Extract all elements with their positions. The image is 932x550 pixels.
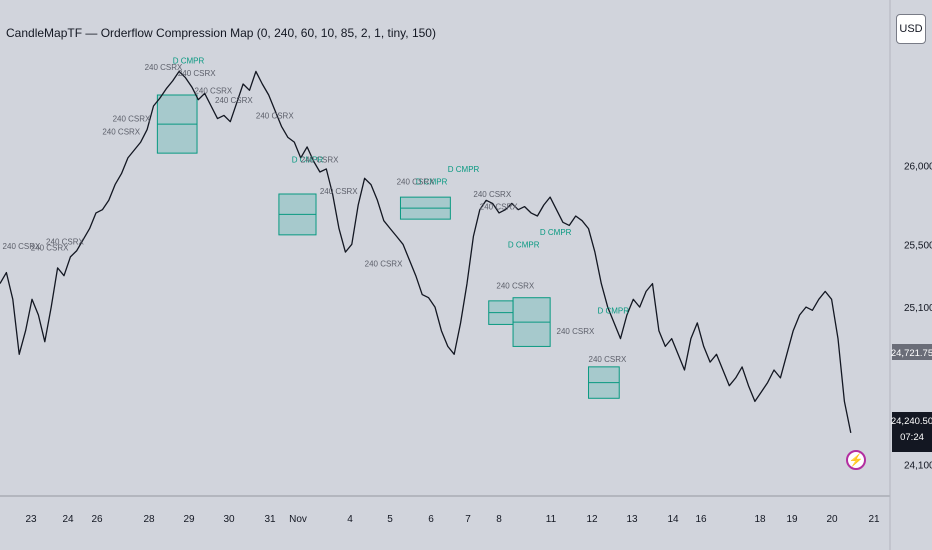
csrx-label: 240 CSRX bbox=[320, 187, 358, 196]
lightning-bolt-icon[interactable]: ⚡ bbox=[846, 450, 866, 470]
compression-boxes bbox=[156, 94, 620, 399]
cmpr-label: D CMPR bbox=[597, 306, 629, 315]
csrx-label: 240 CSRX bbox=[397, 178, 435, 187]
x-tick-label: 26 bbox=[91, 514, 103, 525]
x-tick-label: 13 bbox=[626, 514, 638, 525]
x-tick-label: 16 bbox=[695, 514, 707, 525]
x-tick-label: 5 bbox=[387, 514, 393, 525]
x-tick-label: 30 bbox=[223, 514, 235, 525]
x-tick-label: 29 bbox=[183, 514, 195, 525]
csrx-label: 240 CSRX bbox=[473, 190, 511, 199]
x-tick-label: 18 bbox=[754, 514, 766, 525]
x-tick-label: Nov bbox=[289, 514, 307, 525]
csrx-label: 240 CSRX bbox=[178, 69, 216, 78]
y-tick-label: 25,500.00 bbox=[904, 240, 932, 251]
cmpr-label: D CMPR bbox=[508, 240, 540, 249]
csrx-label: 240 CSRX bbox=[256, 112, 294, 121]
y-tick-label: 26,000.00 bbox=[904, 162, 932, 173]
price-line bbox=[0, 70, 852, 434]
y-tick-label: 24,100.00 bbox=[904, 460, 932, 471]
price-tag-label: 24,240.50 bbox=[891, 416, 932, 427]
cmpr-label: D CMPR bbox=[173, 57, 205, 66]
indicator-title[interactable]: CandleMapTF — Orderflow Compression Map … bbox=[6, 26, 436, 40]
csrx-label: 240 CSRX bbox=[496, 281, 534, 290]
x-tick-label: 7 bbox=[465, 514, 471, 525]
x-tick-label: 8 bbox=[496, 514, 502, 525]
y-tick-label: 25,100.00 bbox=[904, 303, 932, 314]
csrx-label: 240 CSRX bbox=[46, 237, 84, 246]
cmpr-label: D CMPR bbox=[448, 165, 480, 174]
price-tags: 24,721.75 24,240.50 07:24 bbox=[891, 344, 932, 452]
x-tick-label: 4 bbox=[347, 514, 353, 525]
price-tag-label: 24,721.75 bbox=[891, 348, 932, 359]
csrx-label: 240 CSRX bbox=[194, 86, 232, 95]
currency-button[interactable]: USD bbox=[896, 14, 926, 44]
cmpr-label: D CMPR bbox=[292, 156, 324, 165]
price-series bbox=[0, 70, 852, 434]
csrx-label: 240 CSRX bbox=[215, 96, 253, 105]
x-tick-label: 20 bbox=[826, 514, 838, 525]
bar-countdown: 07:24 bbox=[900, 432, 924, 443]
x-tick-label: 23 bbox=[25, 514, 37, 525]
cmpr-label: D CMPR bbox=[540, 228, 572, 237]
x-tick-label: 28 bbox=[143, 514, 155, 525]
x-tick-label: 14 bbox=[667, 514, 679, 525]
cmpr-label: D CMPR bbox=[416, 178, 448, 187]
csrx-label: 240 CSRX bbox=[301, 156, 339, 165]
x-tick-label: 31 bbox=[264, 514, 276, 525]
x-tick-label: 11 bbox=[546, 514, 557, 525]
csrx-label: 240 CSRX bbox=[145, 63, 183, 72]
x-axis[interactable]: 23 24 26 28 29 30 31 Nov 4 5 6 7 8 11 12 13 14 16 18 19 20 21 bbox=[25, 514, 880, 525]
x-tick-label: 19 bbox=[786, 514, 798, 525]
x-tick-label: 6 bbox=[428, 514, 434, 525]
csrx-label: 240 CSRX bbox=[113, 115, 151, 124]
csrx-label: 240 CSRX bbox=[3, 242, 41, 251]
csrx-label: 240 CSRX bbox=[31, 244, 69, 253]
x-tick-label: 12 bbox=[586, 514, 598, 525]
last-price-tag bbox=[892, 412, 932, 452]
csrx-label: 240 CSRX bbox=[365, 259, 403, 268]
x-tick-label: 24 bbox=[62, 514, 74, 525]
csrx-label: 240 CSRX bbox=[102, 127, 140, 136]
csrx-label: 240 CSRX bbox=[589, 355, 627, 364]
x-tick-label: 21 bbox=[868, 514, 880, 525]
previous-price-tag bbox=[892, 344, 932, 360]
csrx-label: 240 CSRX bbox=[480, 203, 518, 212]
csrx-label: 240 CSRX bbox=[557, 327, 595, 336]
